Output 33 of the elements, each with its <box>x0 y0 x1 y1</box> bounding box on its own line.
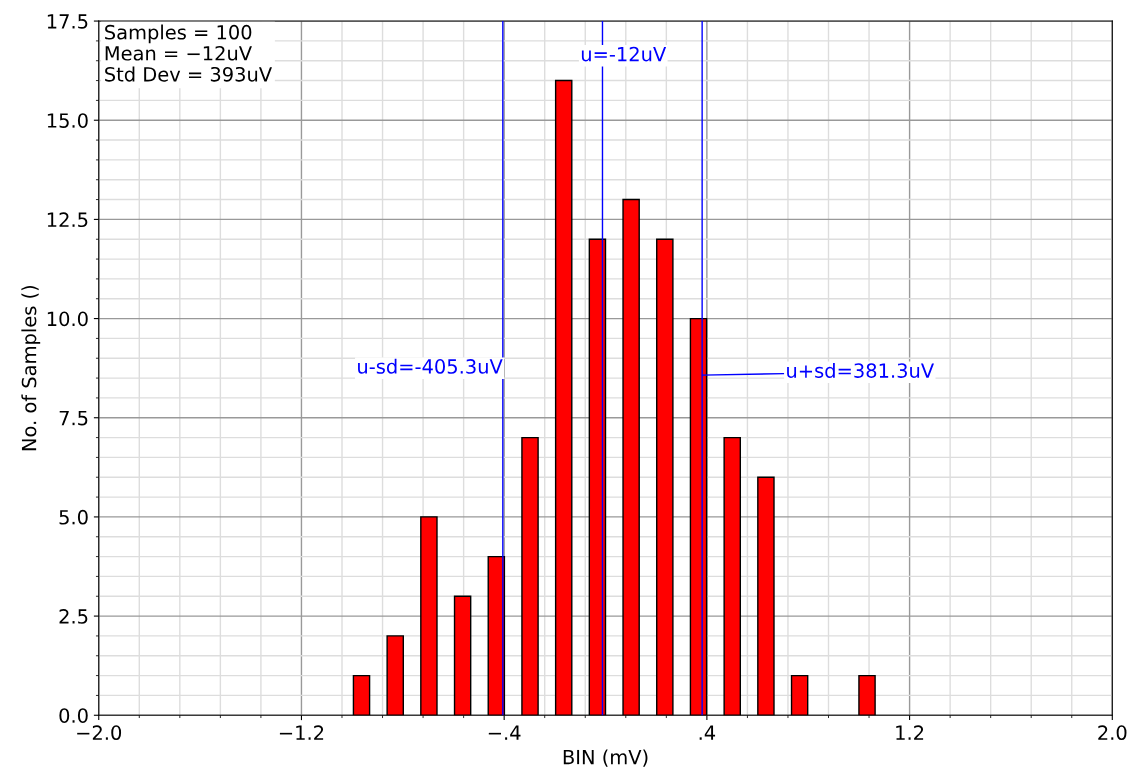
y-tick-label: 12.5 <box>47 212 88 228</box>
x-tick-label: 1.2 <box>896 725 924 740</box>
bar <box>858 674 876 716</box>
ref-line-label: u-sd=-405.3uV <box>358 358 503 374</box>
y-tick-label: 10.0 <box>47 311 88 327</box>
bar <box>757 476 775 716</box>
ref-line-label: u+sd=381.3uV <box>787 362 934 378</box>
bar <box>521 436 539 716</box>
y-tick-label: 2.5 <box>59 609 88 624</box>
bar <box>723 436 742 716</box>
x-tick-label: −2.0 <box>77 725 122 741</box>
x-tick-label: −1.2 <box>279 725 324 740</box>
bar <box>588 238 607 716</box>
annotation: Samples = 100 Mean = −12uV Std Dev = 393uV <box>105 24 272 82</box>
x-tick-label: .4 <box>699 725 716 740</box>
bar <box>790 674 809 716</box>
x-tick-label: −.4 <box>488 725 521 740</box>
bar <box>386 635 404 716</box>
x-axis-title: BIN (mV) <box>563 749 648 767</box>
ref-line-label: u=-12uV <box>581 46 667 62</box>
bar <box>656 238 674 716</box>
bar <box>453 595 472 716</box>
bar <box>554 79 573 716</box>
y-tick-label: 7.5 <box>59 410 88 426</box>
y-tick-label: 17.5 <box>47 14 88 29</box>
bar <box>352 674 371 716</box>
y-tick-label: 15.0 <box>47 113 88 128</box>
x-tick-label: 2.0 <box>1098 725 1127 741</box>
y-tick-label: 5.0 <box>59 509 88 525</box>
bar <box>622 198 640 716</box>
y-axis-title: No. of Samples () <box>21 285 41 451</box>
y-tick-label: 0.0 <box>59 708 88 723</box>
bar <box>420 516 438 716</box>
